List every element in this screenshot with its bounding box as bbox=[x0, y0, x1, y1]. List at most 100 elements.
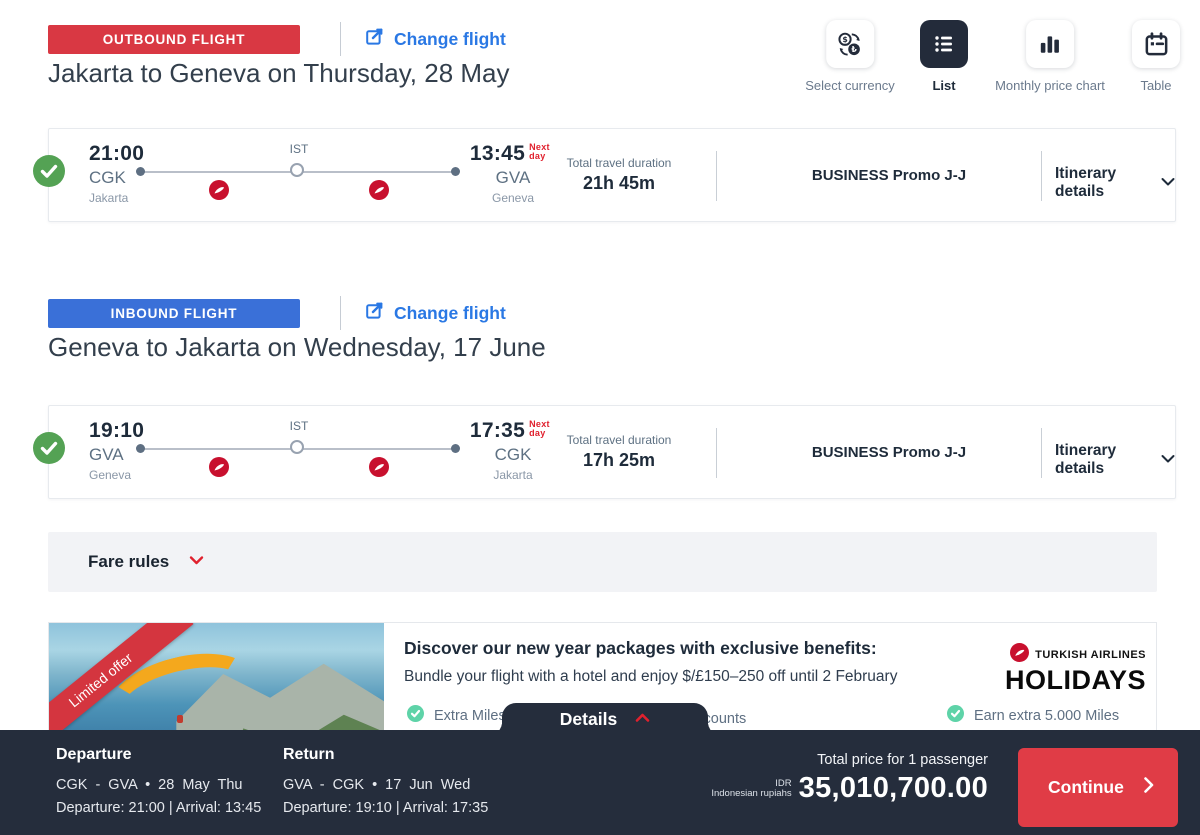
benefit-earn-miles: Earn extra 5.000 Miles bbox=[947, 705, 1119, 726]
departure-info: 21:00 CGK Jakarta bbox=[89, 142, 144, 205]
selected-check-icon bbox=[33, 432, 65, 469]
summary-return: Return GVA - CGK • 17 Jun Wed Departure:… bbox=[283, 746, 488, 816]
check-icon bbox=[947, 705, 964, 726]
total-price-block: Total price for 1 passenger IDR Indonesi… bbox=[711, 752, 988, 803]
chevron-right-icon bbox=[1144, 777, 1154, 798]
departure-time: 19:10 bbox=[89, 419, 145, 442]
departure-time: 21:00 bbox=[89, 142, 145, 165]
benefit-extra-miles: Extra Miles bbox=[407, 705, 506, 726]
details-tab-toggle[interactable]: Details bbox=[489, 703, 721, 735]
timeline-end-dot bbox=[451, 167, 460, 176]
continue-button[interactable]: Continue bbox=[1018, 748, 1178, 827]
currency-code: IDR bbox=[775, 778, 792, 789]
promo-heading: Discover our new year packages with excl… bbox=[404, 638, 877, 658]
inbound-change-flight-link[interactable]: Change flight bbox=[365, 301, 506, 325]
summary-departure: Departure CGK - GVA • 28 May Thu Departu… bbox=[56, 746, 261, 816]
fare-class: BUSINESS Promo J-J bbox=[811, 444, 967, 461]
trip-summary-bar: Departure CGK - GVA • 28 May Thu Departu… bbox=[0, 730, 1200, 835]
departure-city: Jakarta bbox=[89, 191, 129, 205]
card-divider bbox=[1041, 151, 1042, 201]
summary-departure-title: Departure bbox=[56, 746, 132, 763]
timeline-start-dot bbox=[136, 444, 145, 453]
arrival-airport-code: CGK bbox=[494, 445, 532, 464]
itinerary-details-toggle[interactable]: Itinerary details bbox=[1055, 165, 1175, 201]
chevron-down-icon bbox=[189, 553, 204, 571]
header-divider bbox=[340, 22, 341, 56]
duration-block: Total travel duration 17h 25m bbox=[544, 433, 694, 471]
arrival-city: Geneva bbox=[491, 191, 535, 205]
header-divider bbox=[340, 296, 341, 330]
currency-exchange-icon: $ ₺ bbox=[826, 20, 874, 68]
airline-logo-icon bbox=[369, 180, 389, 205]
outbound-change-flight-link[interactable]: Change flight bbox=[365, 27, 506, 51]
chevron-down-icon bbox=[1161, 451, 1175, 469]
calendar-table-icon bbox=[1132, 20, 1180, 68]
change-flight-label: Change flight bbox=[394, 28, 506, 49]
next-day-label: Next day bbox=[529, 142, 550, 161]
summary-return-route: GVA - CGK • 17 Jun Wed bbox=[283, 777, 471, 793]
outbound-title: Jakarta to Geneva on Thursday, 28 May bbox=[48, 58, 510, 88]
view-switcher-monthly-price-chart[interactable]: Monthly price chart bbox=[995, 20, 1105, 93]
continue-label: Continue bbox=[1048, 777, 1124, 797]
card-divider bbox=[716, 151, 717, 201]
duration-label: Total travel duration bbox=[566, 156, 672, 170]
view-switcher-table[interactable]: Table bbox=[1132, 20, 1180, 93]
view-switcher-label: List bbox=[932, 78, 956, 93]
duration-block: Total travel duration 21h 45m bbox=[544, 156, 694, 194]
details-tab-label: Details bbox=[559, 708, 618, 729]
stopover-dot bbox=[290, 440, 304, 454]
currency-name: Indonesian rupiahs bbox=[711, 788, 792, 799]
brand-name: TURKISH AIRLINES bbox=[1035, 649, 1146, 661]
card-divider bbox=[1041, 428, 1042, 478]
bar-chart-icon bbox=[1025, 20, 1074, 68]
view-switcher-select-currency[interactable]: $ ₺ Select currency bbox=[805, 20, 895, 93]
itinerary-details-label: Itinerary details bbox=[1055, 165, 1117, 200]
svg-text:$: $ bbox=[843, 35, 848, 44]
arrival-time: 17:35 Next day bbox=[465, 419, 561, 443]
outbound-flight-card: 21:00 CGK Jakarta IST 13:45 Next day GVA … bbox=[33, 128, 1176, 222]
summary-return-title: Return bbox=[283, 746, 335, 763]
next-day-label: Next day bbox=[529, 419, 550, 438]
edit-icon bbox=[365, 27, 384, 51]
view-switcher-list[interactable]: List bbox=[920, 20, 968, 93]
selected-check-icon bbox=[33, 155, 65, 192]
brand-product: HOLIDAYS bbox=[1004, 665, 1146, 695]
stopover-code: IST bbox=[289, 419, 309, 433]
fare-class: BUSINESS Promo J-J bbox=[811, 167, 967, 184]
duration-value: 21h 45m bbox=[582, 173, 656, 193]
view-switcher-label: Table bbox=[1140, 78, 1172, 93]
chevron-up-icon bbox=[635, 710, 650, 728]
inbound-flight-card: 19:10 GVA Geneva IST 17:35 Next day CGK J… bbox=[33, 405, 1176, 499]
total-price-label: Total price for 1 passenger bbox=[817, 752, 988, 768]
view-switcher-label: Select currency bbox=[805, 78, 895, 93]
departure-city: Geneva bbox=[89, 468, 132, 482]
paraglider-pilot bbox=[177, 715, 183, 723]
outbound-flight-badge: OUTBOUND FLIGHT bbox=[48, 24, 300, 54]
promo-subheading: Bundle your flight with a hotel and enjo… bbox=[404, 668, 898, 685]
arrival-city: Jakarta bbox=[493, 468, 533, 482]
fare-rules-label: Fare rules bbox=[88, 552, 170, 571]
inbound-title: Geneva to Jakarta on Wednesday, 17 June bbox=[48, 332, 546, 362]
check-icon bbox=[407, 705, 424, 726]
timeline-start-dot bbox=[136, 167, 145, 176]
summary-departure-times: Departure: 21:00 | Arrival: 13:45 bbox=[56, 800, 262, 816]
inbound-section-header: INBOUND FLIGHT Change flight bbox=[48, 296, 506, 330]
airline-logo-icon bbox=[209, 457, 229, 482]
itinerary-details-toggle[interactable]: Itinerary details bbox=[1055, 442, 1175, 478]
inbound-flight-badge: INBOUND FLIGHT bbox=[48, 298, 300, 328]
stopover-code: IST bbox=[289, 142, 309, 156]
stopover-dot bbox=[290, 163, 304, 177]
fare-rules-toggle[interactable]: Fare rules bbox=[48, 532, 1157, 592]
chevron-down-icon bbox=[1161, 174, 1175, 192]
outbound-section-header: OUTBOUND FLIGHT Change flight bbox=[48, 22, 506, 56]
arrival-time: 13:45 Next day bbox=[465, 142, 561, 166]
departure-airport-code: CGK bbox=[89, 168, 126, 187]
total-price-value: 35,010,700.00 bbox=[798, 772, 988, 804]
duration-label: Total travel duration bbox=[566, 433, 672, 447]
airline-logo-icon bbox=[209, 180, 229, 205]
arrival-info: 13:45 Next day GVA Geneva bbox=[465, 142, 561, 205]
summary-departure-route: CGK - GVA • 28 May Thu bbox=[56, 777, 243, 793]
edit-icon bbox=[365, 301, 384, 325]
arrival-airport-code: GVA bbox=[495, 168, 531, 187]
change-flight-label: Change flight bbox=[394, 302, 506, 323]
